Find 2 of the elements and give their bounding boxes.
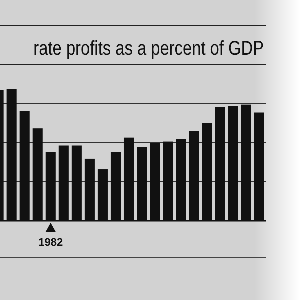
x-tick-label: 1982: [38, 237, 64, 249]
chart-title: rate profits as a percent of GDP: [34, 36, 264, 60]
